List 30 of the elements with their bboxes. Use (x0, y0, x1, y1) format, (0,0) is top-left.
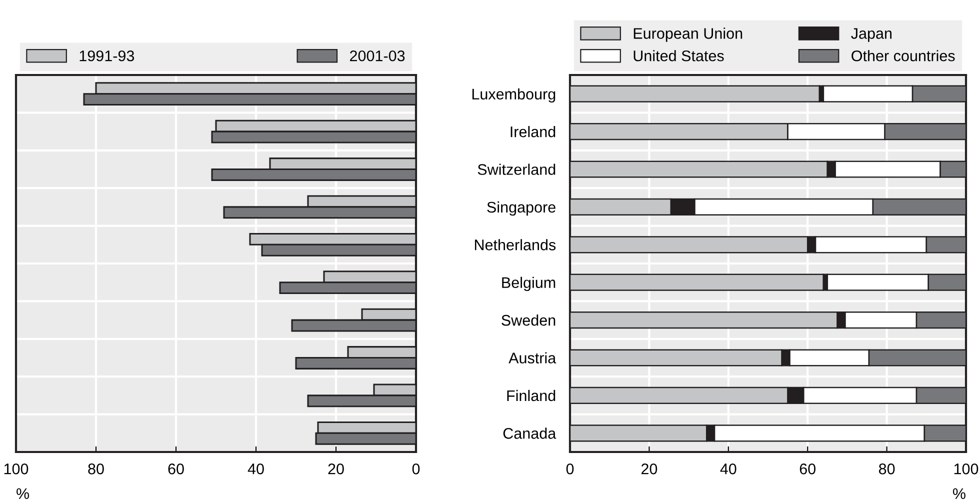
y-tick-label: Belgium (502, 276, 556, 292)
y-tick-label: Singapore (487, 201, 556, 216)
y-tick-label: Ireland (510, 126, 556, 138)
x-tick-label: 100 (954, 464, 978, 474)
y-tick-label: Canada (503, 428, 556, 439)
x-tick-label: 20 (641, 464, 658, 474)
y-tick-label: Austria (508, 352, 556, 364)
x-tick-label: 80 (878, 464, 895, 474)
y-tick-label: Switzerland (478, 164, 556, 175)
legend-label: Other countries (852, 50, 955, 62)
y-tick-label: Netherlands (474, 239, 556, 250)
legend-label: Japan (851, 28, 892, 42)
x-tick-label: 40 (720, 464, 736, 474)
legend-label: 2001-03 (350, 50, 405, 62)
x-tick-label: 0 (566, 464, 574, 474)
x-tick-label: 40 (248, 464, 264, 474)
x-tick-label: 100 (4, 464, 28, 474)
y-tick-label: Luxembourg (472, 88, 556, 103)
y-tick-label: Sweden (502, 314, 556, 326)
x-tick-label: 80 (88, 464, 104, 474)
x-tick-label: 60 (800, 464, 816, 474)
x-tick-label: 0 (412, 464, 420, 474)
legend-label: 1991-93 (80, 50, 134, 62)
legend-label: United States (634, 50, 724, 62)
y-tick-label: Finland (507, 390, 556, 402)
x-tick-label: 20 (328, 464, 344, 474)
x-tick-label: 60 (168, 464, 184, 474)
legend-label: European Union (634, 28, 742, 42)
x-axis-title: % (952, 488, 966, 499)
x-axis-title: % (16, 488, 30, 499)
